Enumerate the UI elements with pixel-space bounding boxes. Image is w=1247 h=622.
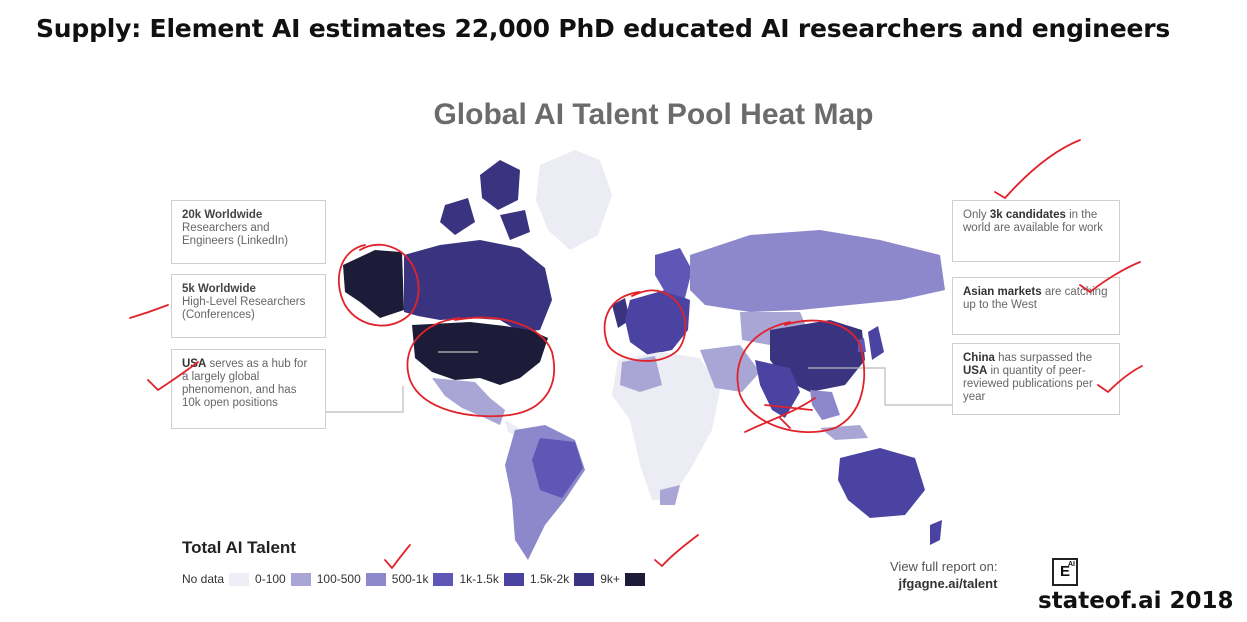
legend-swatch xyxy=(229,572,250,586)
footer-source: stateof.ai 2018 xyxy=(1038,588,1234,614)
report-link[interactable]: View full report on: jfgagne.ai/talent xyxy=(890,558,997,592)
region-brazil xyxy=(532,438,583,498)
legend-swatch xyxy=(290,572,311,586)
region-canada-islands xyxy=(480,160,520,210)
legend: No data 0-100 100-500 500-1k 1k-1.5k 1.5… xyxy=(182,572,651,586)
region-australia xyxy=(838,448,925,518)
legend-title: Total AI Talent xyxy=(182,538,296,557)
report-caption: View full report on: xyxy=(890,559,998,574)
legend-item-100-500: 100-500 xyxy=(317,572,386,586)
legend-swatch xyxy=(503,572,524,586)
legend-swatch xyxy=(574,572,595,586)
legend-item-9k-plus: 9k+ xyxy=(600,572,645,586)
callout-20k-worldwide: 20k Worldwide Researchers and Engineers … xyxy=(171,200,326,264)
region-japan xyxy=(868,326,884,360)
legend-item-500-1k: 500-1k xyxy=(392,572,454,586)
legend-swatch xyxy=(433,572,454,586)
callout-5k-worldwide: 5k Worldwide High-Level Researchers (Con… xyxy=(171,274,326,338)
legend-swatch xyxy=(365,572,386,586)
region-russia xyxy=(690,230,945,312)
region-usa xyxy=(412,322,548,385)
legend-item-no-data: No data xyxy=(182,572,250,586)
legend-item-1-5k-2k: 1.5k-2k xyxy=(530,572,595,586)
region-mexico xyxy=(432,378,505,425)
region-europe xyxy=(625,290,690,355)
region-greenland xyxy=(536,150,612,250)
legend-swatch xyxy=(624,572,645,586)
region-alaska xyxy=(343,250,404,318)
region-scandinavia xyxy=(655,248,692,298)
callout-china: China has surpassed the USA in quantity … xyxy=(952,343,1120,415)
connector-usa xyxy=(324,386,404,413)
legend-item-0-100: 0-100 xyxy=(255,572,311,586)
legend-item-1k-1-5k: 1k-1.5k xyxy=(459,572,524,586)
report-url[interactable]: jfgagne.ai/talent xyxy=(898,576,998,591)
region-canada xyxy=(404,240,552,332)
element-ai-logo: E AI xyxy=(1052,558,1078,586)
callout-3k-candidates: Only 3k candidates in the world are avai… xyxy=(952,200,1120,262)
map-title: Global AI Talent Pool Heat Map xyxy=(433,98,874,131)
headline: Supply: Element AI estimates 22,000 PhD … xyxy=(36,14,1171,43)
callout-asian-markets: Asian markets are catching up to the Wes… xyxy=(952,277,1120,335)
callout-usa-hub: USA serves as a hub for a largely global… xyxy=(171,349,326,429)
